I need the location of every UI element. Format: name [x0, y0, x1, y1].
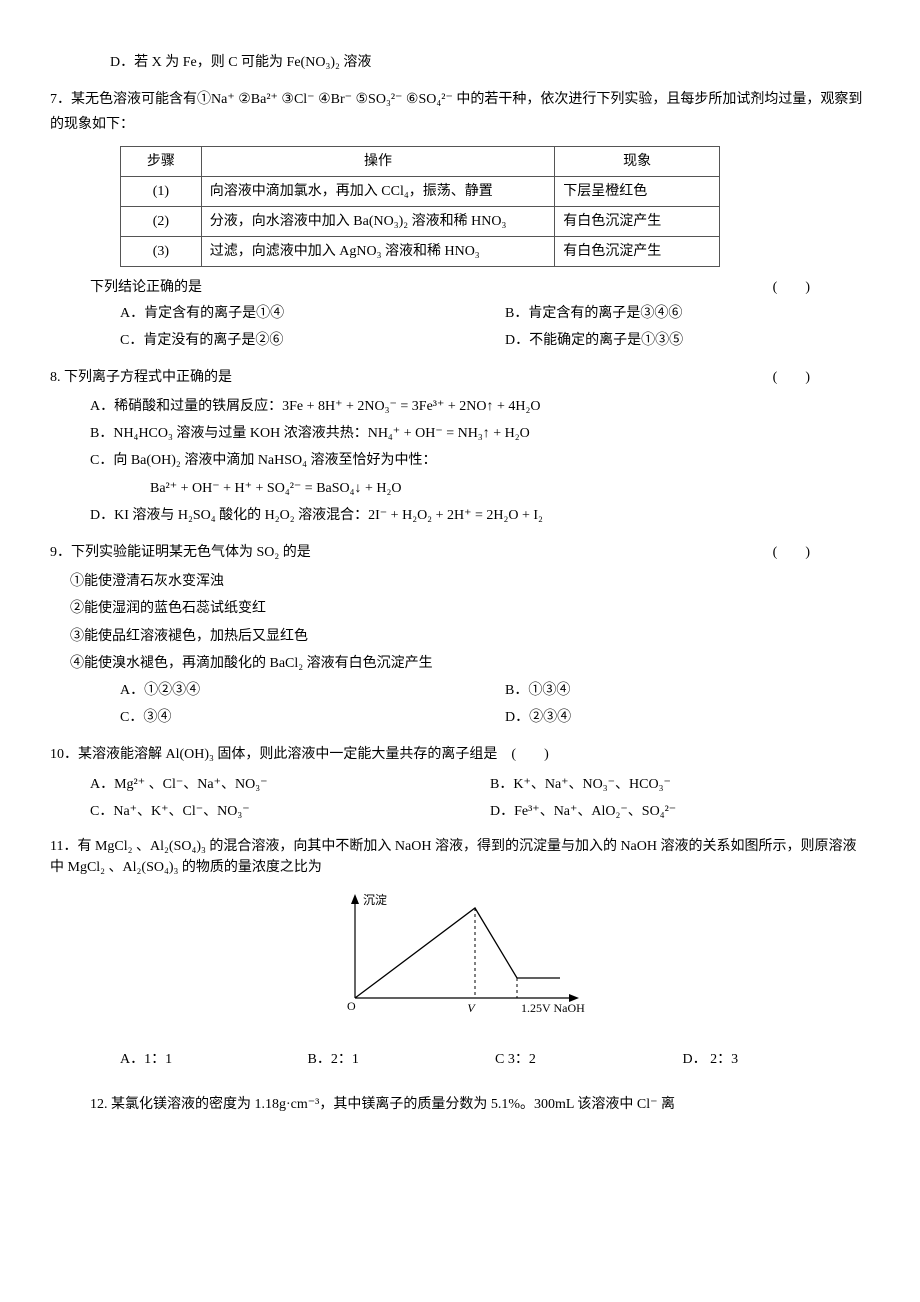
- q8-stem: 8. 下列离子方程式中正确的是: [50, 365, 232, 390]
- th-op: 操作: [201, 146, 555, 176]
- table-row: (2) 分液，向水溶液中加入 Ba(NO₃)₂ 溶液和稀 HNO₃ 有白色沉淀产…: [121, 206, 720, 236]
- q10-opt-a: A．Mg²⁺ 、Cl⁻、Na⁺、NO₃⁻: [90, 772, 470, 797]
- q7-stem: 7．某无色溶液可能含有①Na⁺ ②Ba²⁺ ③Cl⁻ ④Br⁻ ⑤SO₃²⁻ ⑥…: [50, 87, 870, 137]
- q9-item-1: ①能使澄清石灰水变浑浊: [70, 569, 870, 594]
- q9-items: ①能使澄清石灰水变浑浊 ②能使湿润的蓝色石蕊试纸变红 ③能使品红溶液褪色，加热后…: [50, 569, 870, 676]
- precipitate-chart: 沉淀 V 1.25V NaOH O: [325, 888, 595, 1028]
- q10-options: A．Mg²⁺ 、Cl⁻、Na⁺、NO₃⁻ B．K⁺、Na⁺、NO₃⁻、HCO₃⁻…: [50, 772, 870, 824]
- curve-line: [355, 908, 560, 998]
- q7-opt-c: C．肯定没有的离子是②⑥: [120, 328, 485, 353]
- table-row: (1) 向溶液中滴加氯水，再加入 CCl₄，振荡、静置 下层呈橙红色: [121, 176, 720, 206]
- q7-opt-b: B．肯定含有的离子是③④⑥: [505, 301, 870, 326]
- td-op: 向溶液中滴加氯水，再加入 CCl₄，振荡、静置: [201, 176, 555, 206]
- q9-item-4: ④能使溴水褪色，再滴加酸化的 BaCl₂ 溶液有白色沉淀产生: [70, 651, 870, 676]
- q8-paren: ( ): [773, 365, 810, 390]
- xlabel-v: V: [467, 1001, 476, 1015]
- q8-opt-c-eq: Ba²⁺ + OH⁻ + H⁺ + SO₄²⁻ = BaSO₄↓ + H₂O: [90, 476, 870, 501]
- q9-paren: ( ): [773, 540, 810, 565]
- table-header-row: 步骤 操作 现象: [121, 146, 720, 176]
- td-obs: 有白色沉淀产生: [555, 237, 720, 267]
- q6-option-d: D．若 X 为 Fe，则 C 可能为 Fe(NO₃)₂ 溶液: [50, 50, 870, 75]
- q11-figure: 沉淀 V 1.25V NaOH O: [50, 888, 870, 1037]
- q7-opt-a: A．肯定含有的离子是①④: [120, 301, 485, 326]
- td-step: (3): [121, 237, 202, 267]
- td-step: (1): [121, 176, 202, 206]
- q7-table: 步骤 操作 现象 (1) 向溶液中滴加氯水，再加入 CCl₄，振荡、静置 下层呈…: [120, 146, 720, 268]
- q9-opt-b: B．①③④: [505, 678, 870, 703]
- q10-opt-c: C．Na⁺、K⁺、Cl⁻、NO₃⁻: [90, 799, 470, 824]
- th-obs: 现象: [555, 146, 720, 176]
- q11-opt-d: D． 2：3: [683, 1047, 871, 1072]
- q11-opt-a: A．1：1: [120, 1047, 308, 1072]
- q11-opt-b: B．2：1: [308, 1047, 496, 1072]
- q8-opt-a: A．稀硝酸和过量的铁屑反应：3Fe + 8H⁺ + 2NO₃⁻ = 3Fe³⁺ …: [90, 394, 870, 419]
- q8-opt-b: B．NH₄HCO₃ 溶液与过量 KOH 浓溶液共热：NH₄⁺ + OH⁻ = N…: [90, 421, 870, 446]
- q8-stem-row: 8. 下列离子方程式中正确的是 ( ): [50, 365, 870, 390]
- q7-table-wrap: 步骤 操作 现象 (1) 向溶液中滴加氯水，再加入 CCl₄，振荡、静置 下层呈…: [50, 146, 870, 268]
- origin-o: O: [347, 999, 356, 1013]
- q10-opt-b: B．K⁺、Na⁺、NO₃⁻、HCO₃⁻: [490, 772, 870, 797]
- q9-opt-c: C．③④: [120, 705, 485, 730]
- q12-stem: 12. 某氯化镁溶液的密度为 1.18g·cm⁻³，其中镁离子的质量分数为 5.…: [50, 1092, 870, 1117]
- q7-options: A．肯定含有的离子是①④ B．肯定含有的离子是③④⑥ C．肯定没有的离子是②⑥ …: [50, 301, 870, 353]
- th-step: 步骤: [121, 146, 202, 176]
- table-row: (3) 过滤，向滤液中加入 AgNO₃ 溶液和稀 HNO₃ 有白色沉淀产生: [121, 237, 720, 267]
- q11-opt-c: C 3：2: [495, 1047, 683, 1072]
- q9-opt-d: D．②③④: [505, 705, 870, 730]
- td-obs: 有白色沉淀产生: [555, 206, 720, 236]
- q9-options: A．①②③④ B．①③④ C．③④ D．②③④: [50, 678, 870, 730]
- q10-stem: 10．某溶液能溶解 Al(OH)₃ 固体，则此溶液中一定能大量共存的离子组是 (…: [50, 742, 870, 767]
- td-obs: 下层呈橙红色: [555, 176, 720, 206]
- td-step: (2): [121, 206, 202, 236]
- td-op: 过滤，向滤液中加入 AgNO₃ 溶液和稀 HNO₃: [201, 237, 555, 267]
- q7-conclusion: 下列结论正确的是: [90, 275, 202, 300]
- td-op: 分液，向水溶液中加入 Ba(NO₃)₂ 溶液和稀 HNO₃: [201, 206, 555, 236]
- q7-opt-d: D．不能确定的离子是①③⑤: [505, 328, 870, 353]
- xlabel-125v: 1.25V NaOH: [521, 1001, 585, 1015]
- q9-stem-row: 9．下列实验能证明某无色气体为 SO₂ 的是 ( ): [50, 540, 870, 565]
- q8-opt-d: D．KI 溶液与 H₂SO₄ 酸化的 H₂O₂ 溶液混合：2I⁻ + H₂O₂ …: [90, 503, 870, 528]
- ylabel: 沉淀: [363, 893, 387, 907]
- q9-item-3: ③能使品红溶液褪色，加热后又显红色: [70, 624, 870, 649]
- q9-item-2: ②能使湿润的蓝色石蕊试纸变红: [70, 596, 870, 621]
- q11-stem: 11．有 MgCl₂ 、Al₂(SO₄)₃ 的混合溶液，向其中不断加入 NaOH…: [50, 836, 870, 878]
- q9-opt-a: A．①②③④: [120, 678, 485, 703]
- q7-conclusion-row: 下列结论正确的是 ( ): [50, 275, 870, 300]
- q11-options: A．1：1 B．2：1 C 3：2 D． 2：3: [50, 1047, 870, 1072]
- q9-stem: 9．下列实验能证明某无色气体为 SO₂ 的是: [50, 540, 311, 565]
- q7-paren: ( ): [773, 275, 810, 300]
- y-axis-arrow: [351, 894, 359, 904]
- q8-opt-c: C．向 Ba(OH)₂ 溶液中滴加 NaHSO₄ 溶液至恰好为中性：: [90, 448, 870, 473]
- q10-opt-d: D．Fe³⁺、Na⁺、AlO₂⁻、SO₄²⁻: [490, 799, 870, 824]
- q8-options: A．稀硝酸和过量的铁屑反应：3Fe + 8H⁺ + 2NO₃⁻ = 3Fe³⁺ …: [50, 394, 870, 528]
